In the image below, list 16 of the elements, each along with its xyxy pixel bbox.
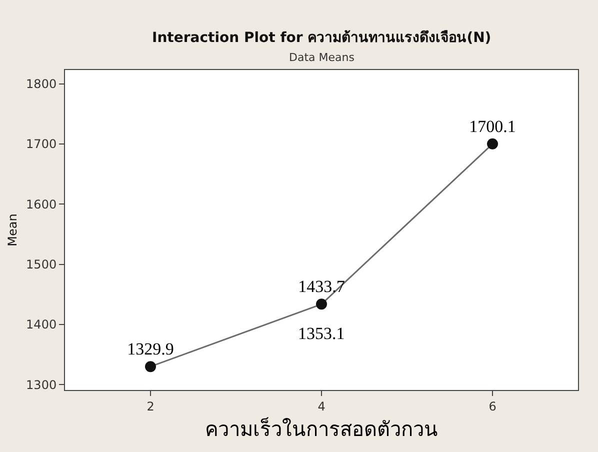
data-label: 1329.9	[127, 339, 174, 358]
y-tick-label: 1700	[26, 137, 57, 152]
x-tick-label: 2	[146, 399, 154, 414]
y-tick-label: 1300	[26, 378, 57, 392]
data-label: 1700.1	[469, 116, 516, 136]
annotation: 1353.1	[298, 324, 345, 343]
x-tick-label: 6	[488, 399, 496, 414]
y-tick-label: 1800	[26, 77, 57, 92]
chart-subtitle: Data Means	[289, 51, 355, 64]
y-axis-title: Mean	[5, 214, 20, 246]
x-tick-label: 4	[318, 399, 326, 414]
x-axis-title: ความเร็วในการสอดตัวกวน	[205, 416, 438, 441]
y-tick-label: 1400	[26, 318, 57, 332]
chart-title: Interaction Plot for ความต้านทานแรงดึงเจือน(N)	[152, 29, 492, 46]
y-tick-label: 1500	[26, 257, 57, 272]
y-tick-label: 1600	[26, 197, 57, 212]
